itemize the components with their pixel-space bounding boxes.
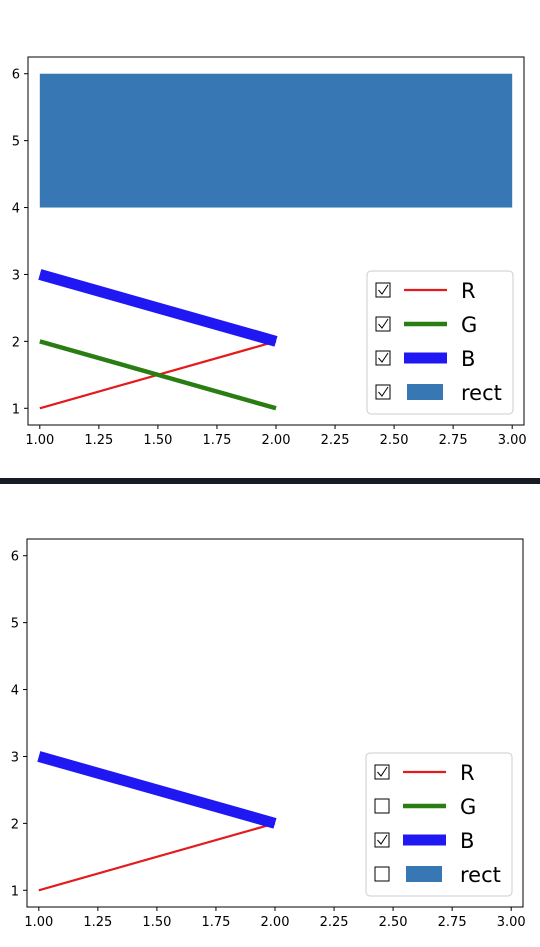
x-tick-label: 2.50 <box>379 915 408 930</box>
y-tick-label: 6 <box>12 68 20 83</box>
legend-label-g: G <box>461 313 477 337</box>
legend-handle-rect <box>407 384 443 400</box>
y-tick-label: 3 <box>12 268 20 283</box>
x-tick-label: 2.25 <box>320 915 349 930</box>
y-tick-label: 6 <box>11 550 19 565</box>
series-line-b <box>37 751 277 829</box>
x-tick-label: 1.00 <box>25 433 54 448</box>
x-tick-label: 1.75 <box>201 915 230 930</box>
y-tick-label: 1 <box>11 884 19 899</box>
x-tick-label: 1.00 <box>24 915 53 930</box>
x-tick-label: 2.00 <box>261 915 290 930</box>
checkmark-icon <box>378 318 389 329</box>
checkbox-g[interactable] <box>374 798 390 814</box>
legend-box <box>366 270 514 415</box>
legend-label-r: R <box>460 761 475 785</box>
panel-divider <box>0 478 540 484</box>
x-tick-label: 2.00 <box>262 433 291 448</box>
x-tick-label: 2.75 <box>438 915 467 930</box>
legend-box <box>365 752 513 897</box>
legend-label-b: B <box>461 347 475 371</box>
x-tick-label: 1.25 <box>83 915 112 930</box>
checkmark-icon <box>377 766 388 777</box>
x-tick-label: 2.50 <box>380 433 409 448</box>
legend-item-r[interactable]: R <box>374 761 475 785</box>
legend-item-b[interactable]: B <box>375 347 475 371</box>
rect-patch <box>39 73 513 208</box>
x-tick-label: 3.00 <box>498 433 527 448</box>
series-line-r <box>38 822 276 892</box>
y-tick-label: 2 <box>11 817 19 832</box>
x-tick-label: 2.75 <box>439 433 468 448</box>
x-tick-label: 1.50 <box>142 915 171 930</box>
checkmark-icon <box>377 834 388 845</box>
y-tick-label: 1 <box>12 402 20 417</box>
chart-top: 1.00 1.25 1.50 1.75 2.00 2.25 2.50 2.75 3.00 1 2 3 4… <box>12 56 527 448</box>
legend-label-g: G <box>460 795 476 819</box>
legend-label-b: B <box>460 829 474 853</box>
legend-item-rect[interactable]: rect <box>374 863 501 887</box>
y-tick-label: 2 <box>12 335 20 350</box>
checkmark-icon <box>378 284 389 295</box>
checkbox-rect[interactable] <box>374 866 390 882</box>
checkmark-icon <box>378 386 389 397</box>
chart-bottom: 1.00 1.25 1.50 1.75 2.00 2.25 2.50 2.75 3.00 1 2 3 4… <box>11 538 526 930</box>
legend-item-rect[interactable]: rect <box>375 381 502 405</box>
legend-item-g[interactable]: G <box>375 313 477 337</box>
legend-item-b[interactable]: B <box>374 829 474 853</box>
legend-label-rect: rect <box>460 863 501 887</box>
chart-panel-bottom: 1.00 1.25 1.50 1.75 2.00 2.25 2.50 2.75 3.00 1 2 3 4… <box>0 484 540 947</box>
checkmark-icon <box>378 352 389 363</box>
legend-label-r: R <box>461 279 476 303</box>
y-tick-label: 3 <box>11 750 19 765</box>
y-tick-label: 5 <box>12 135 20 150</box>
x-tick-label: 2.25 <box>321 433 350 448</box>
x-tick-label: 1.25 <box>84 433 113 448</box>
y-tick-label: 4 <box>11 684 19 699</box>
x-tick-label: 1.75 <box>202 433 231 448</box>
y-tick-label: 4 <box>12 202 20 217</box>
legend-handle-rect <box>406 866 442 882</box>
legend-label-rect: rect <box>461 381 502 405</box>
series-line-b <box>38 269 278 347</box>
chart-panel-top: 1.00 1.25 1.50 1.75 2.00 2.25 2.50 2.75 3.00 1 2 3 4… <box>12 56 527 448</box>
x-tick-label: 3.00 <box>497 915 526 930</box>
x-tick-label: 1.50 <box>143 433 172 448</box>
legend-item-r[interactable]: R <box>375 279 476 303</box>
y-tick-label: 5 <box>11 617 19 632</box>
series-line-g <box>39 339 277 411</box>
legend-item-g[interactable]: G <box>374 795 476 819</box>
